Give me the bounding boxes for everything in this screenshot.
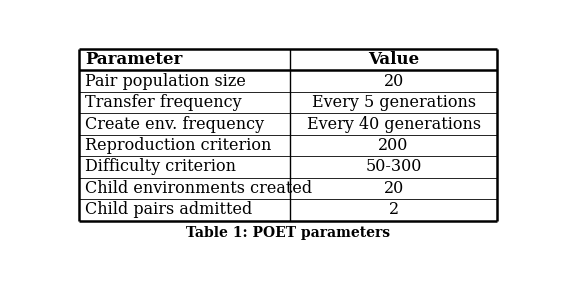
Text: Reproduction criterion: Reproduction criterion: [85, 137, 272, 154]
Text: Pair population size: Pair population size: [85, 73, 246, 90]
Text: Transfer frequency: Transfer frequency: [85, 94, 242, 111]
Text: 50-300: 50-300: [365, 158, 422, 175]
Text: 20: 20: [383, 73, 404, 90]
Text: Difficulty criterion: Difficulty criterion: [85, 158, 237, 175]
Text: Every 5 generations: Every 5 generations: [311, 94, 475, 111]
Text: 2: 2: [388, 201, 398, 218]
Text: Value: Value: [368, 51, 419, 68]
Text: Every 40 generations: Every 40 generations: [306, 116, 481, 133]
Text: Table 1: POET parameters: Table 1: POET parameters: [186, 226, 390, 240]
Text: 20: 20: [383, 180, 404, 197]
Text: Child environments created: Child environments created: [85, 180, 312, 197]
Text: Child pairs admitted: Child pairs admitted: [85, 201, 253, 218]
Text: Create env. frequency: Create env. frequency: [85, 116, 265, 133]
Text: 200: 200: [378, 137, 409, 154]
Text: Parameter: Parameter: [85, 51, 183, 68]
